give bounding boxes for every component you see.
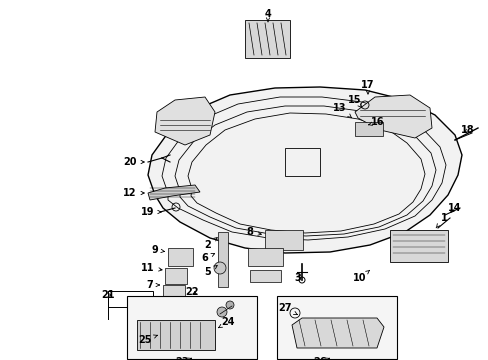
Bar <box>247 248 283 266</box>
Bar <box>218 232 227 287</box>
Text: 10: 10 <box>352 270 369 283</box>
Bar <box>389 230 447 262</box>
Bar <box>285 148 319 176</box>
Bar <box>108 291 153 307</box>
Text: 9: 9 <box>151 245 164 255</box>
Text: 23: 23 <box>175 357 191 360</box>
Bar <box>137 320 215 350</box>
Text: 5: 5 <box>204 266 217 277</box>
Text: 4: 4 <box>264 9 271 22</box>
Text: 12: 12 <box>123 188 144 198</box>
Text: 19: 19 <box>141 207 161 217</box>
Bar <box>354 122 382 136</box>
Polygon shape <box>148 87 461 253</box>
Text: 15: 15 <box>347 95 361 108</box>
Text: 27: 27 <box>278 303 297 315</box>
Text: 26: 26 <box>313 357 329 360</box>
Text: 3: 3 <box>294 273 301 283</box>
Polygon shape <box>155 97 215 145</box>
Bar <box>127 296 257 359</box>
Text: 13: 13 <box>332 103 351 118</box>
Text: 21: 21 <box>101 290 115 300</box>
Text: 22: 22 <box>185 287 198 297</box>
Bar <box>195 296 226 314</box>
Circle shape <box>217 307 226 317</box>
Text: 1: 1 <box>435 213 447 228</box>
Polygon shape <box>291 318 383 348</box>
Text: 8: 8 <box>246 227 261 237</box>
Polygon shape <box>148 185 200 200</box>
Text: 18: 18 <box>460 125 474 135</box>
Text: 25: 25 <box>138 335 157 345</box>
Bar <box>276 296 396 359</box>
Bar <box>164 268 186 284</box>
Bar <box>163 285 184 300</box>
Text: 14: 14 <box>447 203 461 213</box>
Bar <box>264 230 303 250</box>
Text: 7: 7 <box>146 280 159 290</box>
Polygon shape <box>354 95 431 138</box>
Bar <box>168 248 193 266</box>
Circle shape <box>214 262 225 274</box>
Text: 20: 20 <box>123 157 144 167</box>
Bar <box>249 270 281 282</box>
Text: 17: 17 <box>361 80 374 94</box>
Text: 6: 6 <box>201 253 214 263</box>
Bar <box>244 20 289 58</box>
Circle shape <box>225 301 234 309</box>
Text: 24: 24 <box>218 317 234 328</box>
Text: 16: 16 <box>367 117 384 127</box>
Text: 2: 2 <box>204 238 217 250</box>
Text: 11: 11 <box>141 263 162 273</box>
